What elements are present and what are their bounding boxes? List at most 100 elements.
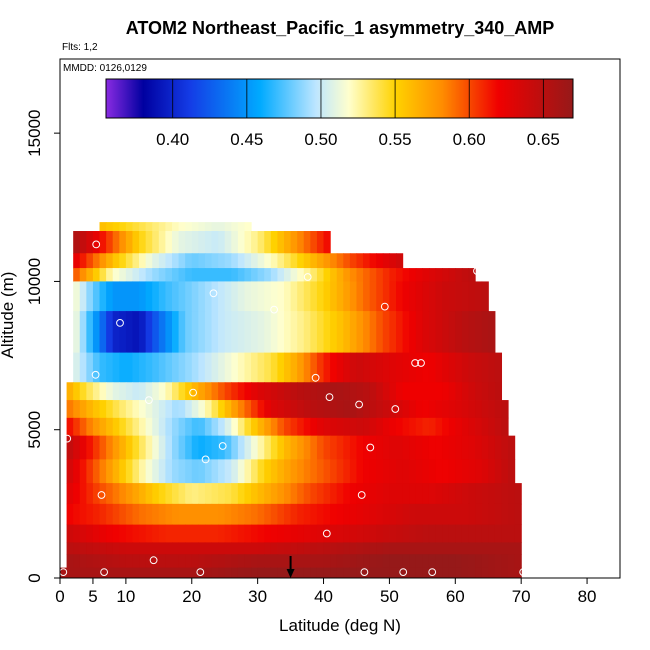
heatmap-cell [270, 483, 279, 505]
heatmap-cell [165, 222, 173, 232]
heatmap-cell [139, 459, 147, 484]
heatmap-cell [475, 567, 483, 578]
heatmap-cell [191, 554, 199, 569]
heatmap-cell [303, 435, 311, 460]
heatmap-cell [251, 542, 259, 555]
heatmap-cell [231, 554, 239, 569]
heatmap-cell [112, 435, 120, 460]
heatmap-cell [270, 567, 279, 578]
heatmap-cell [224, 400, 232, 419]
heatmap-cell [382, 554, 391, 569]
heatmap-cell [422, 524, 430, 543]
heatmap-cell [224, 483, 232, 505]
heatmap-cell [316, 554, 325, 569]
heatmap-cell [343, 382, 351, 401]
heatmap-cell [284, 281, 292, 312]
heatmap-cell [264, 253, 272, 269]
heatmap-cell [396, 503, 404, 526]
heatmap-cell [251, 352, 259, 383]
heatmap-cell [158, 524, 167, 543]
sample-point [218, 442, 227, 450]
heatmap-cell [237, 400, 246, 419]
heatmap-cell [435, 311, 443, 354]
y-axis-label: Altitude (m) [0, 272, 17, 359]
heatmap-cell [277, 382, 285, 401]
heatmap-cell [204, 435, 213, 460]
heatmap-cell [369, 524, 377, 543]
heatmap-cell [165, 382, 173, 401]
heatmap-cell [442, 542, 450, 555]
heatmap-cell [99, 400, 107, 419]
heatmap-cell [257, 503, 265, 526]
heatmap-cell [356, 554, 364, 569]
heatmap-cell [244, 483, 252, 505]
heatmap-cell [402, 281, 410, 312]
heatmap-cell [264, 435, 272, 460]
heatmap-cell [73, 231, 81, 254]
heatmap-cell [172, 542, 180, 555]
heatmap-cell [191, 417, 199, 437]
heatmap-cell [461, 311, 470, 354]
heatmap-cell [481, 400, 489, 419]
heatmap-cell [409, 352, 417, 383]
heatmap-cell [461, 400, 470, 419]
sample-point [357, 491, 366, 499]
heatmap-cell [461, 483, 470, 505]
sample-point [201, 455, 210, 464]
heatmap-cell [185, 554, 193, 569]
heatmap-cell [145, 417, 153, 437]
heatmap-cell [455, 382, 463, 401]
sample-point [100, 568, 108, 576]
heatmap-cell [264, 281, 272, 312]
heatmap-cell [475, 311, 483, 354]
heatmap-cell [376, 382, 384, 401]
heatmap-cell [428, 281, 437, 312]
heatmap-cell [270, 542, 279, 555]
heatmap-cell [145, 222, 153, 232]
heatmap-cell [396, 417, 404, 437]
heatmap-cell [145, 435, 153, 460]
heatmap-cell [303, 311, 311, 354]
heatmap-cell [178, 483, 186, 505]
heatmap-cell [237, 281, 246, 312]
heatmap-cell [152, 483, 160, 505]
heatmap-cell [494, 524, 503, 543]
heatmap-cell [290, 417, 298, 437]
heatmap-cell [231, 382, 239, 401]
sample-point [145, 396, 153, 405]
heatmap-cell [290, 483, 298, 505]
heatmap-cell [343, 459, 351, 484]
heatmap-cell [297, 382, 305, 401]
heatmap-cell [211, 352, 219, 383]
heatmap-cell [284, 503, 292, 526]
heatmap-cell [237, 567, 246, 578]
heatmap-cell [310, 352, 318, 383]
heatmap-cell [79, 435, 87, 460]
heatmap-cell [106, 503, 114, 526]
x-tick-label: 80 [578, 587, 597, 606]
heatmap-cell [323, 382, 331, 401]
heatmap-cell [303, 268, 311, 282]
heatmap-cell [231, 567, 239, 578]
heatmap-cell [369, 417, 377, 437]
heatmap-cell [409, 311, 417, 354]
heatmap-cell [198, 542, 206, 555]
heatmap-cell [224, 253, 232, 269]
heatmap-cell [422, 483, 430, 505]
heatmap-cell [336, 352, 344, 383]
heatmap-cell [79, 459, 87, 484]
heatmap-cell [257, 253, 265, 269]
sample-point [428, 568, 437, 576]
heatmap-cell [330, 435, 338, 460]
heatmap-cell [237, 503, 246, 526]
heatmap-cell [316, 459, 325, 484]
heatmap-cell [455, 567, 463, 578]
heatmap-cell [132, 281, 140, 312]
heatmap-cell [303, 503, 311, 526]
heatmap-cell [152, 382, 160, 401]
heatmap-cell [277, 417, 285, 437]
heatmap-cell [310, 554, 318, 569]
heatmap-cell [79, 417, 87, 437]
heatmap-cell [488, 503, 496, 526]
heatmap-cell [303, 417, 311, 437]
